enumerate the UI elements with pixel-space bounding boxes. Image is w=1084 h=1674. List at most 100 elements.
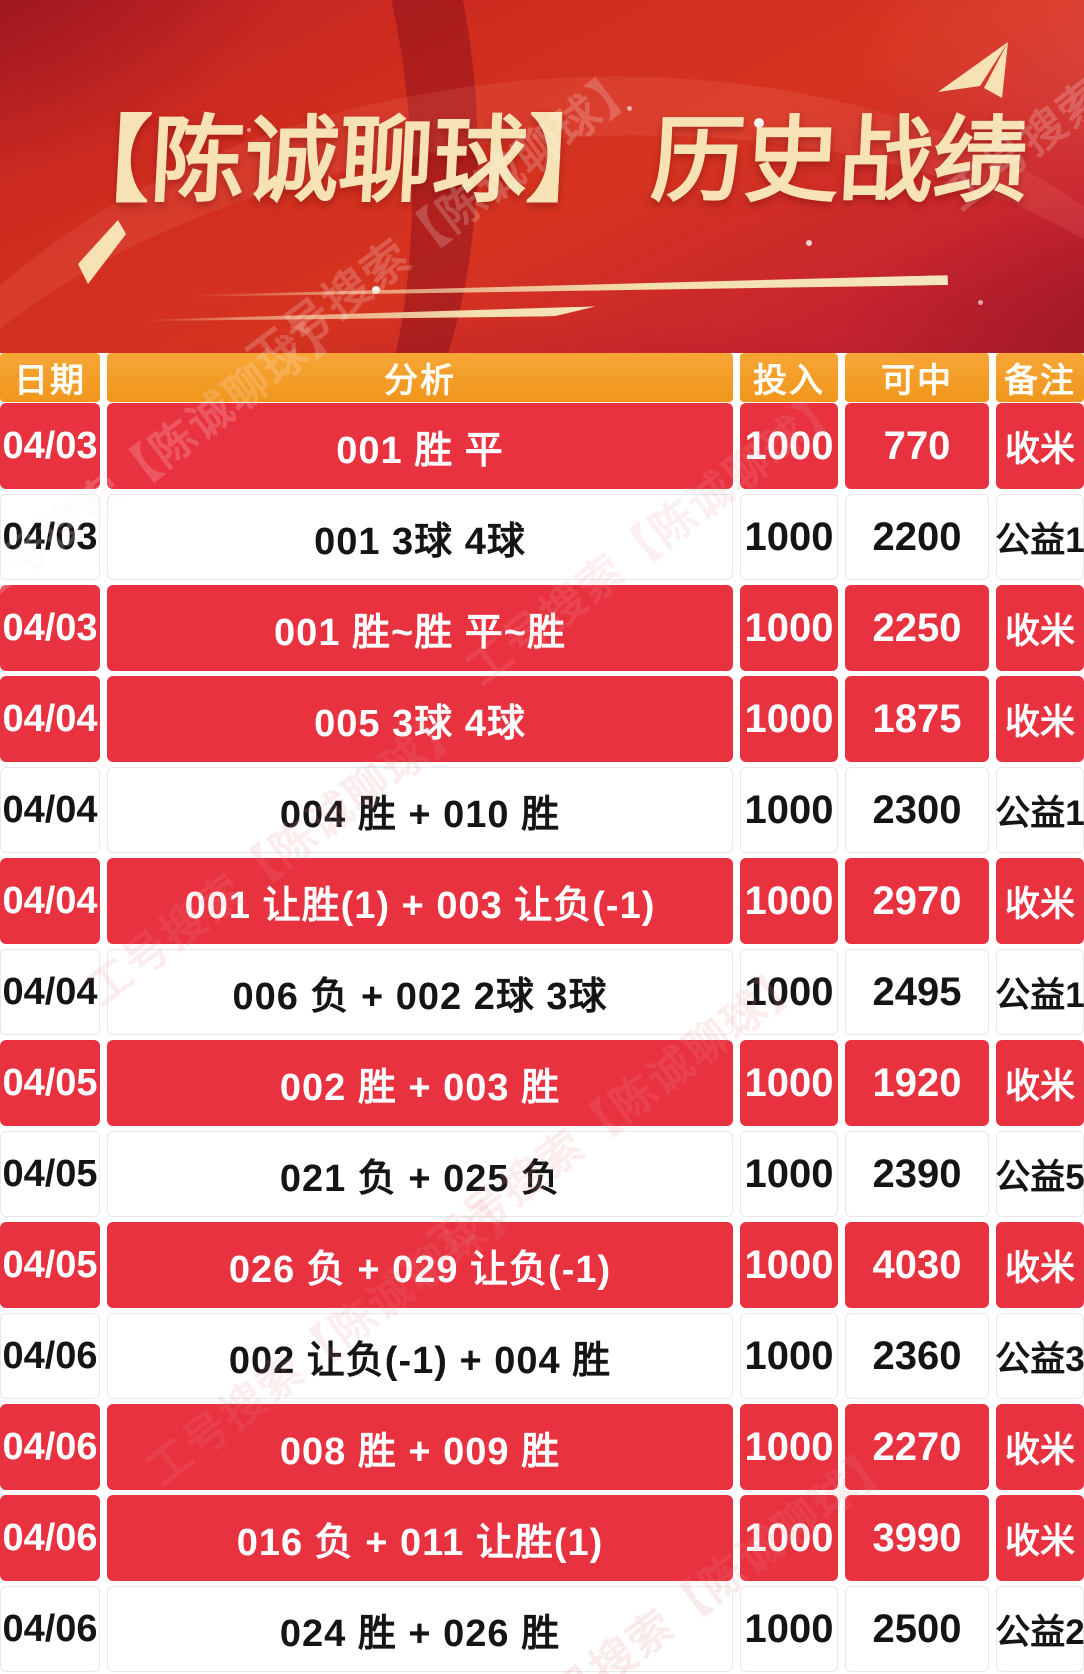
date-cell: 04/04 xyxy=(0,767,100,853)
sparkle-dot xyxy=(806,240,812,246)
table-rows: 04/03 001 胜 平 1000 770 收米 04/03 001 3球 4… xyxy=(0,403,1084,1672)
stake-cell: 1000 xyxy=(740,1586,838,1672)
analysis-cell: 002 胜 + 003 胜 xyxy=(107,1040,733,1126)
win-cell: 1875 xyxy=(845,676,989,762)
stake-cell: 1000 xyxy=(740,1313,838,1399)
table-row: 04/06 016 负 + 011 让胜(1) 1000 3990 收米 xyxy=(0,1495,1084,1581)
date-cell: 04/04 xyxy=(0,676,100,762)
page-title-subject: 历史战绩 xyxy=(648,108,1030,213)
analysis-cell: 004 胜 + 010 胜 xyxy=(107,767,733,853)
page-title: 【陈诚聊球】 历史战绩 xyxy=(0,108,1084,213)
note-cell: 公益1 xyxy=(995,949,1084,1035)
win-cell: 2495 xyxy=(845,949,989,1035)
stake-cell: 1000 xyxy=(740,1131,838,1217)
win-cell: 4030 xyxy=(845,1222,989,1308)
date-cell: 04/06 xyxy=(0,1404,100,1490)
date-cell: 04/04 xyxy=(0,858,100,944)
note-cell: 收米 xyxy=(996,1040,1084,1126)
analysis-cell: 001 胜 平 xyxy=(107,403,733,489)
date-cell: 04/03 xyxy=(0,585,100,671)
win-cell: 2300 xyxy=(845,767,989,853)
stake-cell: 1000 xyxy=(740,1040,838,1126)
table-row: 04/03 001 胜 平 1000 770 收米 xyxy=(0,403,1084,489)
analysis-cell: 021 负 + 025 负 xyxy=(107,1131,733,1217)
note-cell: 公益1 xyxy=(995,767,1084,853)
analysis-cell: 016 负 + 011 让胜(1) xyxy=(107,1495,733,1581)
header-analysis: 分析 xyxy=(107,353,733,402)
stake-cell: 1000 xyxy=(740,676,838,762)
win-cell: 2970 xyxy=(845,858,989,944)
table-header: 日期 分析 投入 可中 备注 xyxy=(0,353,1084,402)
table-row: 04/05 026 负 + 029 让负(-1) 1000 4030 收米 xyxy=(0,1222,1084,1308)
note-cell: 公益2 xyxy=(995,1586,1084,1672)
win-cell: 3990 xyxy=(845,1495,989,1581)
win-cell: 2270 xyxy=(845,1404,989,1490)
analysis-cell: 005 3球 4球 xyxy=(107,676,733,762)
note-cell: 收米 xyxy=(996,1222,1084,1308)
stake-cell: 1000 xyxy=(740,949,838,1035)
header-note: 备注 xyxy=(996,353,1084,402)
header-stake: 投入 xyxy=(740,353,838,402)
corner-flag-icon xyxy=(78,220,126,284)
date-cell: 04/03 xyxy=(0,403,100,489)
analysis-cell: 008 胜 + 009 胜 xyxy=(107,1404,733,1490)
stake-cell: 1000 xyxy=(740,1222,838,1308)
analysis-cell: 002 让负(-1) + 004 胜 xyxy=(107,1313,733,1399)
analysis-cell: 026 负 + 029 让负(-1) xyxy=(107,1222,733,1308)
table-row: 04/04 004 胜 + 010 胜 1000 2300 公益1 xyxy=(0,767,1084,853)
note-cell: 公益5 xyxy=(995,1131,1084,1217)
analysis-cell: 006 负 + 002 2球 3球 xyxy=(107,949,733,1035)
table-row: 04/04 001 让胜(1) + 003 让负(-1) 1000 2970 收… xyxy=(0,858,1084,944)
table-row: 04/05 002 胜 + 003 胜 1000 1920 收米 xyxy=(0,1040,1084,1126)
date-cell: 04/06 xyxy=(0,1586,100,1672)
analysis-cell: 024 胜 + 026 胜 xyxy=(107,1586,733,1672)
table-row: 04/06 024 胜 + 026 胜 1000 2500 公益2 xyxy=(0,1586,1084,1672)
header-win: 可中 xyxy=(845,353,989,402)
win-cell: 2200 xyxy=(845,494,989,580)
stake-cell: 1000 xyxy=(740,858,838,944)
note-cell: 公益3 xyxy=(995,1313,1084,1399)
table-row: 04/03 001 3球 4球 1000 2200 公益1 xyxy=(0,494,1084,580)
banner: 【陈诚聊球】 历史战绩 工号搜索【陈诚聊球】 工号搜索【陈诚聊球】 xyxy=(0,0,1084,353)
sparkle-dot xyxy=(978,300,983,305)
stake-cell: 1000 xyxy=(740,1404,838,1490)
win-cell: 2360 xyxy=(845,1313,989,1399)
stake-cell: 1000 xyxy=(740,585,838,671)
stake-cell: 1000 xyxy=(740,1495,838,1581)
win-cell: 1920 xyxy=(845,1040,989,1126)
analysis-cell: 001 胜~胜 平~胜 xyxy=(107,585,733,671)
sparkle-dot xyxy=(247,128,251,132)
note-cell: 公益1 xyxy=(995,494,1084,580)
table-row: 04/03 001 胜~胜 平~胜 1000 2250 收米 xyxy=(0,585,1084,671)
note-cell: 收米 xyxy=(996,676,1084,762)
note-cell: 收米 xyxy=(996,403,1084,489)
table-row: 04/06 008 胜 + 009 胜 1000 2270 收米 xyxy=(0,1404,1084,1490)
note-cell: 收米 xyxy=(996,585,1084,671)
date-cell: 04/04 xyxy=(0,949,100,1035)
sparkle-dot xyxy=(627,106,632,111)
date-cell: 04/06 xyxy=(0,1313,100,1399)
stake-cell: 1000 xyxy=(740,494,838,580)
page-title-brand: 【陈诚聊球】 xyxy=(54,108,624,213)
results-table: 日期 分析 投入 可中 备注 04/03 001 胜 平 1000 770 收米… xyxy=(0,353,1084,1674)
note-cell: 收米 xyxy=(996,1404,1084,1490)
date-cell: 04/05 xyxy=(0,1222,100,1308)
date-cell: 04/06 xyxy=(0,1495,100,1581)
sparkle-dot xyxy=(372,286,380,294)
win-cell: 2250 xyxy=(845,585,989,671)
stake-cell: 1000 xyxy=(740,403,838,489)
table-row: 04/05 021 负 + 025 负 1000 2390 公益5 xyxy=(0,1131,1084,1217)
sparkle-dot xyxy=(754,118,764,128)
paper-plane-icon xyxy=(938,42,1008,98)
analysis-cell: 001 3球 4球 xyxy=(107,494,733,580)
date-cell: 04/05 xyxy=(0,1040,100,1126)
win-cell: 2390 xyxy=(845,1131,989,1217)
table-row: 04/04 005 3球 4球 1000 1875 收米 xyxy=(0,676,1084,762)
header-date: 日期 xyxy=(0,353,100,402)
win-cell: 770 xyxy=(845,403,989,489)
note-cell: 收米 xyxy=(996,1495,1084,1581)
analysis-cell: 001 让胜(1) + 003 让负(-1) xyxy=(107,858,733,944)
date-cell: 04/05 xyxy=(0,1131,100,1217)
win-cell: 2500 xyxy=(845,1586,989,1672)
